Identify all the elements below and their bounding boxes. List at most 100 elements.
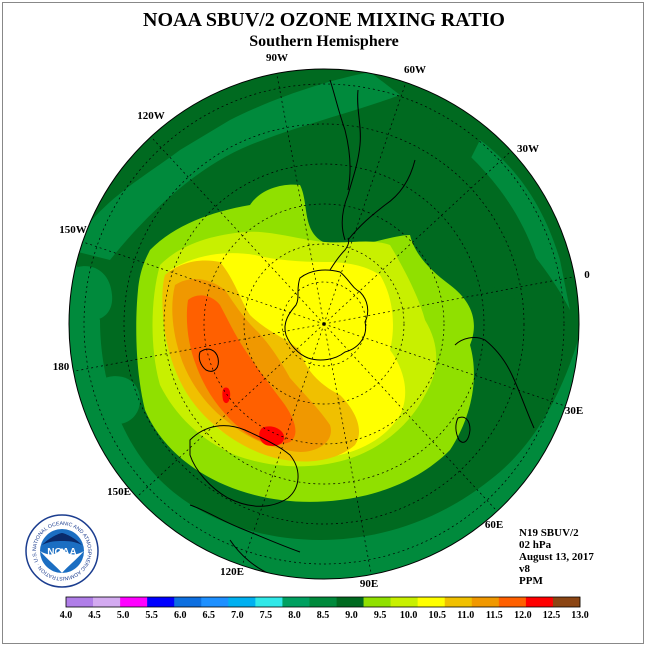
level-9-0-fill bbox=[395, 100, 550, 320]
colorbar-tick-label: 10.0 bbox=[400, 610, 418, 621]
coastlines bbox=[189, 79, 535, 576]
antarctic-peninsula-coastline bbox=[329, 237, 350, 271]
latitude-circle-60s bbox=[203, 203, 445, 445]
colorbar-tick-label: 5.5 bbox=[145, 610, 158, 621]
colorbar-tick-label: 4.0 bbox=[60, 610, 73, 621]
units-label: PPM bbox=[519, 575, 543, 587]
colorbar-tick-label: 7.0 bbox=[231, 610, 244, 621]
longitude-label: 120W bbox=[137, 110, 165, 122]
colorbar-outline bbox=[65, 596, 581, 608]
madagascar-coastline bbox=[455, 416, 471, 443]
colorbar-swatch bbox=[363, 597, 391, 607]
colorbar-swatch bbox=[336, 597, 364, 607]
meridian-120e bbox=[240, 323, 325, 570]
colorbar-swatch bbox=[498, 597, 527, 607]
south-america-coastline bbox=[341, 89, 416, 241]
meridian-90w bbox=[275, 69, 325, 325]
longitude-label: 180 bbox=[53, 361, 70, 373]
date-label: August 13, 2017 bbox=[519, 551, 594, 563]
colorbar-swatch bbox=[552, 597, 581, 607]
pressure-level-label: 02 hPa bbox=[519, 539, 552, 551]
info-block: N19 SBUV/2 02 hPa August 13, 2017 v8 PPM bbox=[519, 527, 594, 587]
level-12-0-fill bbox=[186, 295, 296, 445]
latitude-circle-30s bbox=[83, 83, 565, 565]
colorbar-tick-label: 6.0 bbox=[174, 610, 187, 621]
level-8-5-fill bbox=[69, 266, 113, 321]
colorbar: 4.0 4.5 5.0 5.5 6.0 6.5 7.0 7.5 8.0 8.5 9.0 9.5 10.0… bbox=[60, 596, 589, 621]
colorbar-swatch bbox=[525, 597, 554, 607]
colorbar-swatch bbox=[201, 597, 229, 607]
colorbar-swatch bbox=[93, 597, 121, 607]
colorbar-tick-label: 8.5 bbox=[317, 610, 330, 621]
level-8-5-fill bbox=[70, 72, 400, 260]
colorbar-tick-label: 6.5 bbox=[203, 610, 216, 621]
map-subtitle: Southern Hemisphere bbox=[249, 33, 398, 50]
colorbar-swatch bbox=[228, 597, 256, 607]
africa-coastline bbox=[454, 337, 535, 429]
colorbar-swatch bbox=[417, 597, 446, 607]
colorbar-swatch bbox=[390, 597, 418, 607]
level-8-5-fill bbox=[96, 376, 140, 424]
meridian-0 bbox=[323, 275, 579, 325]
logo-noaa-text: NOAA bbox=[47, 547, 76, 558]
longitude-label: 30W bbox=[517, 143, 539, 155]
colorbar-swatch bbox=[471, 597, 500, 607]
colorbar-swatch bbox=[282, 597, 310, 607]
meridian-30w bbox=[323, 152, 510, 325]
meridian-60e bbox=[323, 323, 496, 510]
colorbar-tick-label: 11.5 bbox=[486, 610, 503, 621]
latitude-circle-80s bbox=[281, 281, 367, 367]
meridian-90e bbox=[323, 323, 373, 579]
meridian-60w bbox=[323, 78, 408, 325]
longitude-label: 150W bbox=[59, 224, 87, 236]
latitude-circle-40s bbox=[123, 123, 525, 525]
colorbar-tick-label: 8.0 bbox=[288, 610, 301, 621]
map-title: NOAA SBUV/2 OZONE MIXING RATIO bbox=[143, 9, 505, 31]
south-america-west-coastline bbox=[329, 79, 351, 191]
satellite-label: N19 SBUV/2 bbox=[519, 527, 579, 539]
colorbar-swatch bbox=[147, 597, 175, 607]
longitude-label: 60W bbox=[404, 64, 426, 76]
new-zealand-coastline bbox=[198, 348, 219, 372]
longitude-label: 90W bbox=[266, 52, 288, 64]
colorbar-swatch bbox=[309, 597, 337, 607]
level-12-5-fill bbox=[259, 426, 285, 446]
latitude-circle-50s bbox=[163, 163, 485, 485]
colorbar-swatch bbox=[174, 597, 202, 607]
colorbar-tick-label: 10.5 bbox=[428, 610, 446, 621]
colorbar-tick-label: 13.0 bbox=[571, 610, 589, 621]
colorbar-swatch bbox=[66, 597, 94, 607]
logo-top-arc bbox=[42, 533, 82, 545]
version-label: v8 bbox=[519, 563, 531, 575]
antarctica-coastline bbox=[284, 269, 369, 361]
colorbar-tick-label: 9.5 bbox=[374, 610, 387, 621]
colorbar-tick-label: 7.5 bbox=[260, 610, 273, 621]
meridian-120w bbox=[152, 138, 325, 325]
colorbar-tick-label: 12.0 bbox=[514, 610, 532, 621]
longitude-label: 0 bbox=[584, 269, 590, 281]
meridian-150e bbox=[138, 323, 325, 496]
seagull-icon bbox=[40, 548, 84, 573]
colorbar-tick-label: 5.0 bbox=[117, 610, 130, 621]
colorbar-swatch bbox=[444, 597, 473, 607]
longitude-label: 60E bbox=[485, 519, 503, 531]
meridian-180 bbox=[69, 323, 325, 373]
longitude-label: 30E bbox=[565, 405, 583, 417]
colorbar-swatch bbox=[255, 597, 283, 607]
colorbar-tick-label: 4.5 bbox=[88, 610, 101, 621]
latitude-circle-70s bbox=[243, 243, 405, 405]
disc-outline bbox=[68, 68, 580, 580]
colorbar-swatch bbox=[120, 597, 148, 607]
colorbar-tick-label: 11.0 bbox=[457, 610, 474, 621]
longitude-labels: 90W 60W 30W 0 30E 60E 90E 120E 150E 180 … bbox=[53, 52, 591, 590]
longitude-label: 120E bbox=[220, 566, 244, 578]
graticule bbox=[69, 69, 579, 579]
australia-coastline bbox=[189, 425, 299, 507]
colorbar-tick-label: 12.5 bbox=[543, 610, 561, 621]
longitude-label: 90E bbox=[360, 578, 378, 590]
polar-disc bbox=[69, 69, 579, 579]
colorbar-tick-label: 9.0 bbox=[345, 610, 358, 621]
longitude-label: 150E bbox=[107, 486, 131, 498]
